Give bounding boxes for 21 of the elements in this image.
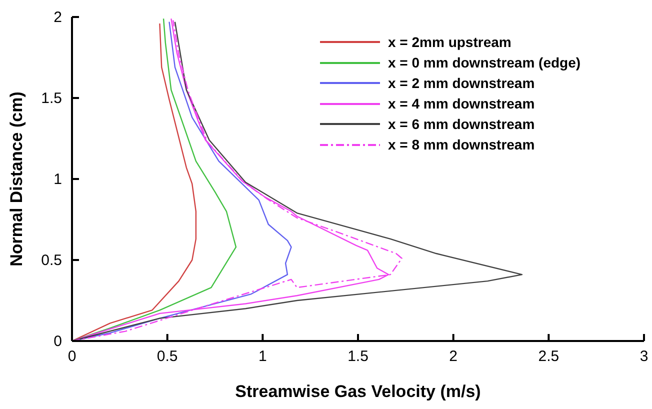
- y-tick-label: 1: [54, 171, 62, 188]
- legend-label: x = 4 mm downstream: [388, 96, 535, 112]
- legend-label: x = 6 mm downstream: [388, 116, 535, 132]
- line-series: [71, 22, 197, 342]
- y-tick-label: 0: [54, 333, 62, 350]
- x-tick-label: 1.5: [348, 348, 368, 365]
- legend-label: x = 2mm upstream: [388, 34, 512, 50]
- legend-label: x = 2 mm downstream: [388, 75, 535, 91]
- x-tick-label: 0: [68, 348, 76, 365]
- y-tick-label: 2: [54, 9, 62, 26]
- x-tick-label: 1: [258, 348, 267, 365]
- y-axis-title: Normal Distance (cm): [7, 92, 26, 266]
- legend-label: x = 8 mm downstream: [388, 136, 535, 152]
- x-tick-label: 2: [449, 348, 458, 365]
- x-axis-title: Streamwise Gas Velocity (m/s): [235, 382, 481, 401]
- x-tick-label: 2.5: [538, 348, 560, 365]
- y-tick-label: 0.5: [41, 252, 62, 269]
- legend-label: x = 0 mm downstream (edge): [388, 54, 581, 70]
- x-tick-label: 0.5: [156, 348, 178, 365]
- y-tick-label: 1.5: [41, 90, 62, 107]
- x-tick-label: 3: [640, 348, 648, 365]
